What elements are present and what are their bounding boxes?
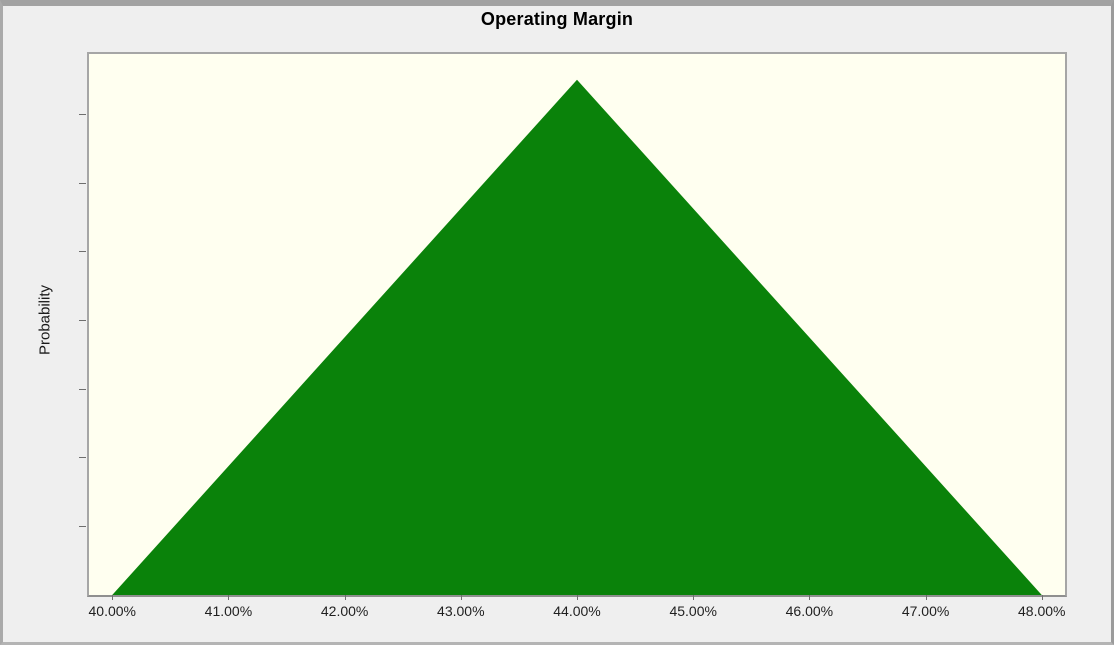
y-tick-mark (79, 457, 86, 459)
x-tick-mark (1041, 595, 1043, 600)
x-tick-label: 40.00% (88, 603, 136, 619)
x-tick-mark (112, 595, 114, 600)
x-tick-mark (577, 595, 578, 600)
x-tick-label: 45.00% (669, 603, 717, 619)
x-axis: 40.00% 41.00% 42.00% 43.00% 44.00% 45.00% 46.0… (88, 595, 1066, 635)
chart-title: Operating Margin (480, 9, 634, 29)
y-tick-mark (79, 114, 86, 116)
triangular-distribution-svg (112, 79, 1042, 595)
x-tick-label: 42.00% (320, 603, 369, 619)
y-tick-mark (79, 250, 86, 252)
y-axis-ticks (79, 54, 87, 595)
plot-area (87, 52, 1067, 597)
x-tick-label: 48.00% (1018, 603, 1066, 619)
x-tick-label: 46.00% (785, 603, 834, 619)
x-tick-label: 47.00% (901, 603, 950, 619)
x-tick-mark (344, 595, 346, 600)
x-tick-label: 43.00% (437, 603, 485, 619)
y-tick-mark (79, 525, 86, 527)
distribution-area (112, 79, 1042, 595)
x-tick-label: 44.00% (553, 603, 601, 619)
x-tick-mark (809, 595, 811, 600)
x-tick-label: 41.00% (204, 603, 253, 619)
y-axis-title: Probability (36, 284, 54, 356)
y-tick-mark (79, 182, 86, 184)
x-tick-mark (693, 595, 695, 600)
x-tick-mark (460, 595, 462, 600)
y-tick-mark (79, 388, 86, 390)
x-tick-mark (925, 595, 927, 600)
x-tick-mark (228, 595, 230, 600)
y-tick-mark (79, 320, 86, 322)
